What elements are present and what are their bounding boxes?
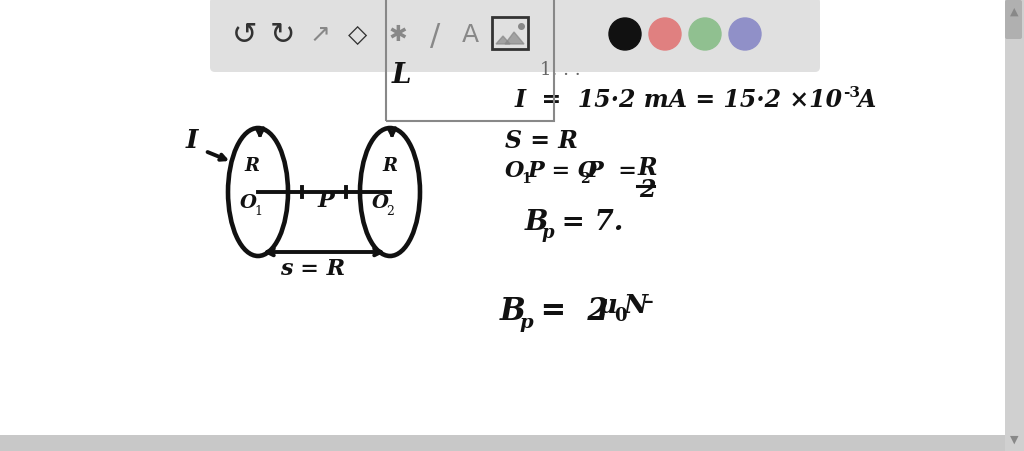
Text: 1: 1 [521, 172, 530, 186]
Text: 1: 1 [254, 205, 262, 217]
Circle shape [649, 19, 681, 51]
Circle shape [689, 19, 721, 51]
Text: R: R [638, 156, 657, 179]
Text: ▼: ▼ [1010, 434, 1018, 444]
Text: P: P [318, 189, 335, 212]
FancyBboxPatch shape [1005, 1, 1022, 40]
Text: ↻: ↻ [269, 20, 295, 50]
Text: O: O [505, 160, 524, 182]
Text: R: R [244, 156, 259, 175]
Text: ▲: ▲ [1010, 7, 1018, 17]
Text: B: B [500, 295, 525, 326]
Text: A: A [462, 23, 478, 47]
Bar [0, 435, 1005, 451]
Polygon shape [505, 33, 524, 45]
Text: 2: 2 [580, 172, 590, 186]
Text: 1. . .: 1. . . [540, 61, 581, 79]
FancyBboxPatch shape [210, 0, 820, 73]
Text: A: A [858, 88, 877, 112]
Text: μ: μ [597, 292, 616, 318]
Text: = 7.: = 7. [552, 208, 624, 235]
Circle shape [729, 19, 761, 51]
Text: O: O [372, 193, 389, 212]
Text: I: I [186, 128, 199, 152]
Text: L: L [392, 62, 412, 89]
Text: ◇: ◇ [348, 23, 368, 47]
Text: 2: 2 [386, 205, 394, 217]
Text: 2: 2 [639, 178, 655, 202]
Text: I  =  15·2 mA = 15·2 ×10: I = 15·2 mA = 15·2 ×10 [515, 88, 843, 112]
Text: ✱: ✱ [389, 25, 408, 45]
Bar [1005, 0, 1024, 451]
Text: –: – [644, 292, 653, 310]
Circle shape [609, 19, 641, 51]
Text: S = R: S = R [505, 129, 578, 152]
Text: -3: -3 [843, 86, 860, 100]
Text: p: p [542, 224, 555, 241]
Text: ↺: ↺ [232, 20, 258, 50]
Text: /: / [430, 23, 440, 51]
Text: P = O: P = O [528, 160, 598, 182]
Text: s = R: s = R [280, 258, 345, 279]
Text: ↗: ↗ [309, 23, 331, 47]
Text: 0: 0 [614, 306, 627, 324]
Text: N: N [624, 292, 648, 318]
Text: R: R [382, 156, 397, 175]
Text: P  =: P = [587, 160, 638, 182]
Polygon shape [496, 37, 510, 45]
Text: O: O [240, 193, 257, 212]
Text: p: p [520, 313, 534, 331]
Text: B: B [525, 208, 549, 235]
Text: =  2: = 2 [530, 295, 608, 326]
